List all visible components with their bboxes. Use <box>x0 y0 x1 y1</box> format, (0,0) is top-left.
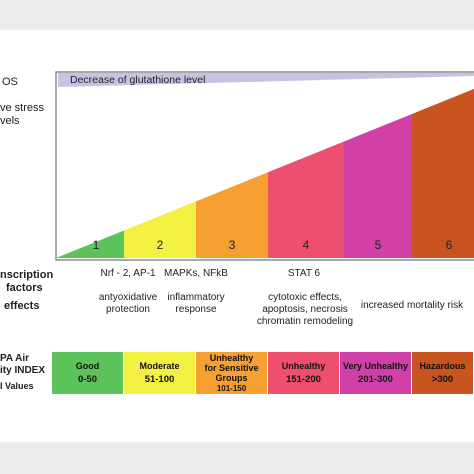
aqi-category-label: Unhealthy <box>282 361 326 371</box>
effect-1-line-2: protection <box>106 304 150 315</box>
ros-label: OS <box>2 76 18 88</box>
stage-4-segment <box>268 141 344 258</box>
aqi-box-1: Good 0-50 <box>52 352 124 394</box>
transcription-factors-label-line1: nscription <box>0 269 54 281</box>
transcription-factors-label-line2: factors <box>6 282 43 294</box>
aqi-category-label: Moderate <box>139 361 179 371</box>
aqi-category-line: Groups <box>215 373 248 383</box>
stage-4-number: 4 <box>303 238 310 252</box>
stage-wedge: 1 2 3 4 5 6 <box>56 88 474 258</box>
aqi-box-3: Unhealthy for Sensitive Groups 101-150 <box>196 352 268 394</box>
aqi-category-line: Hazardous <box>419 361 466 371</box>
stage-5-number: 5 <box>375 238 382 252</box>
stage-3-number: 3 <box>229 238 236 252</box>
effect-3-line-2: apoptosis, necrosis <box>262 304 348 315</box>
effect-cytotoxic: cytotoxic effects, apoptosis, necrosis c… <box>250 292 360 328</box>
aqi-category-line: Unhealthy <box>209 353 254 363</box>
transcription-factor-stage-3: MAPKs, NFkB <box>164 268 228 279</box>
effect-3-line-1: cytotoxic effects, <box>268 292 342 303</box>
aqi-category-label: Very Unhealthy <box>343 361 408 371</box>
aqi-range-value: 51-100 <box>144 374 175 385</box>
effect-increased-mortality-risk: increased mortality risk <box>360 300 464 311</box>
aqi-category-line: Good <box>75 361 100 371</box>
aqi-category-line: Unhealthy <box>281 361 326 371</box>
stage-1-segment <box>56 230 124 258</box>
effect-3-line-3: chromatin remodeling <box>256 316 354 327</box>
effect-inflammatory-response: inflammatory response <box>146 292 246 316</box>
aqi-category-label: Unhealthy for Sensitive Groups <box>204 353 258 383</box>
aqi-range-value: 101-150 <box>216 384 247 393</box>
aqi-category-line: Moderate <box>139 361 180 371</box>
transcription-factor-stage-4: STAT 6 <box>287 268 321 279</box>
stage-2-segment <box>124 201 196 258</box>
glutathione-decrease-bar <box>58 73 474 87</box>
stage-3-segment <box>196 172 268 258</box>
aqi-category-line: for Sensitive <box>204 363 259 373</box>
aqi-box-5: Very Unhealthy 201-300 <box>340 352 412 394</box>
aqi-box-4: Unhealthy 151-200 <box>268 352 340 394</box>
aqi-range-value: 201-300 <box>358 374 393 385</box>
stage-5-segment <box>344 113 412 258</box>
diagram-frame <box>55 71 474 261</box>
effect-2-line-1: inflammatory <box>167 292 225 303</box>
epa-air-label: PA Air <box>0 353 30 364</box>
aqi-range-value: 151-200 <box>286 374 321 385</box>
aqi-range-value: >300 <box>431 374 454 385</box>
effect-2-line-2: response <box>175 304 217 315</box>
aqi-values-label: I Values <box>0 381 34 391</box>
aqi-range-value: 0-50 <box>77 374 97 385</box>
air-quality-index-label: ity INDEX <box>0 365 46 376</box>
effect-antioxidative-protection: antyoxidative protection <box>78 292 178 316</box>
effect-1-line-1: antyoxidative <box>98 292 158 303</box>
aqi-box-6: Hazardous >300 <box>412 352 474 394</box>
aqi-category-line: Very Unhealthy <box>342 361 409 371</box>
transcription-factor-stage-1-2: Nrf - 2, AP-1 <box>100 268 156 279</box>
effects-label: effects <box>4 300 40 312</box>
stage-6-number: 6 <box>446 238 453 252</box>
aqi-category-label: Good <box>76 361 100 371</box>
stage-6-segment <box>412 88 474 258</box>
stage-1-number: 1 <box>93 238 100 252</box>
oxidative-stress-label-line2: vels <box>0 115 20 127</box>
oxidative-stress-label-line1: ve stress <box>0 102 45 114</box>
aqi-category-label: Hazardous <box>419 361 465 371</box>
glutathione-bar-label: Decrease of glutathione level <box>70 74 205 86</box>
aqi-box-2: Moderate 51-100 <box>124 352 196 394</box>
stage-2-number: 2 <box>157 238 164 252</box>
